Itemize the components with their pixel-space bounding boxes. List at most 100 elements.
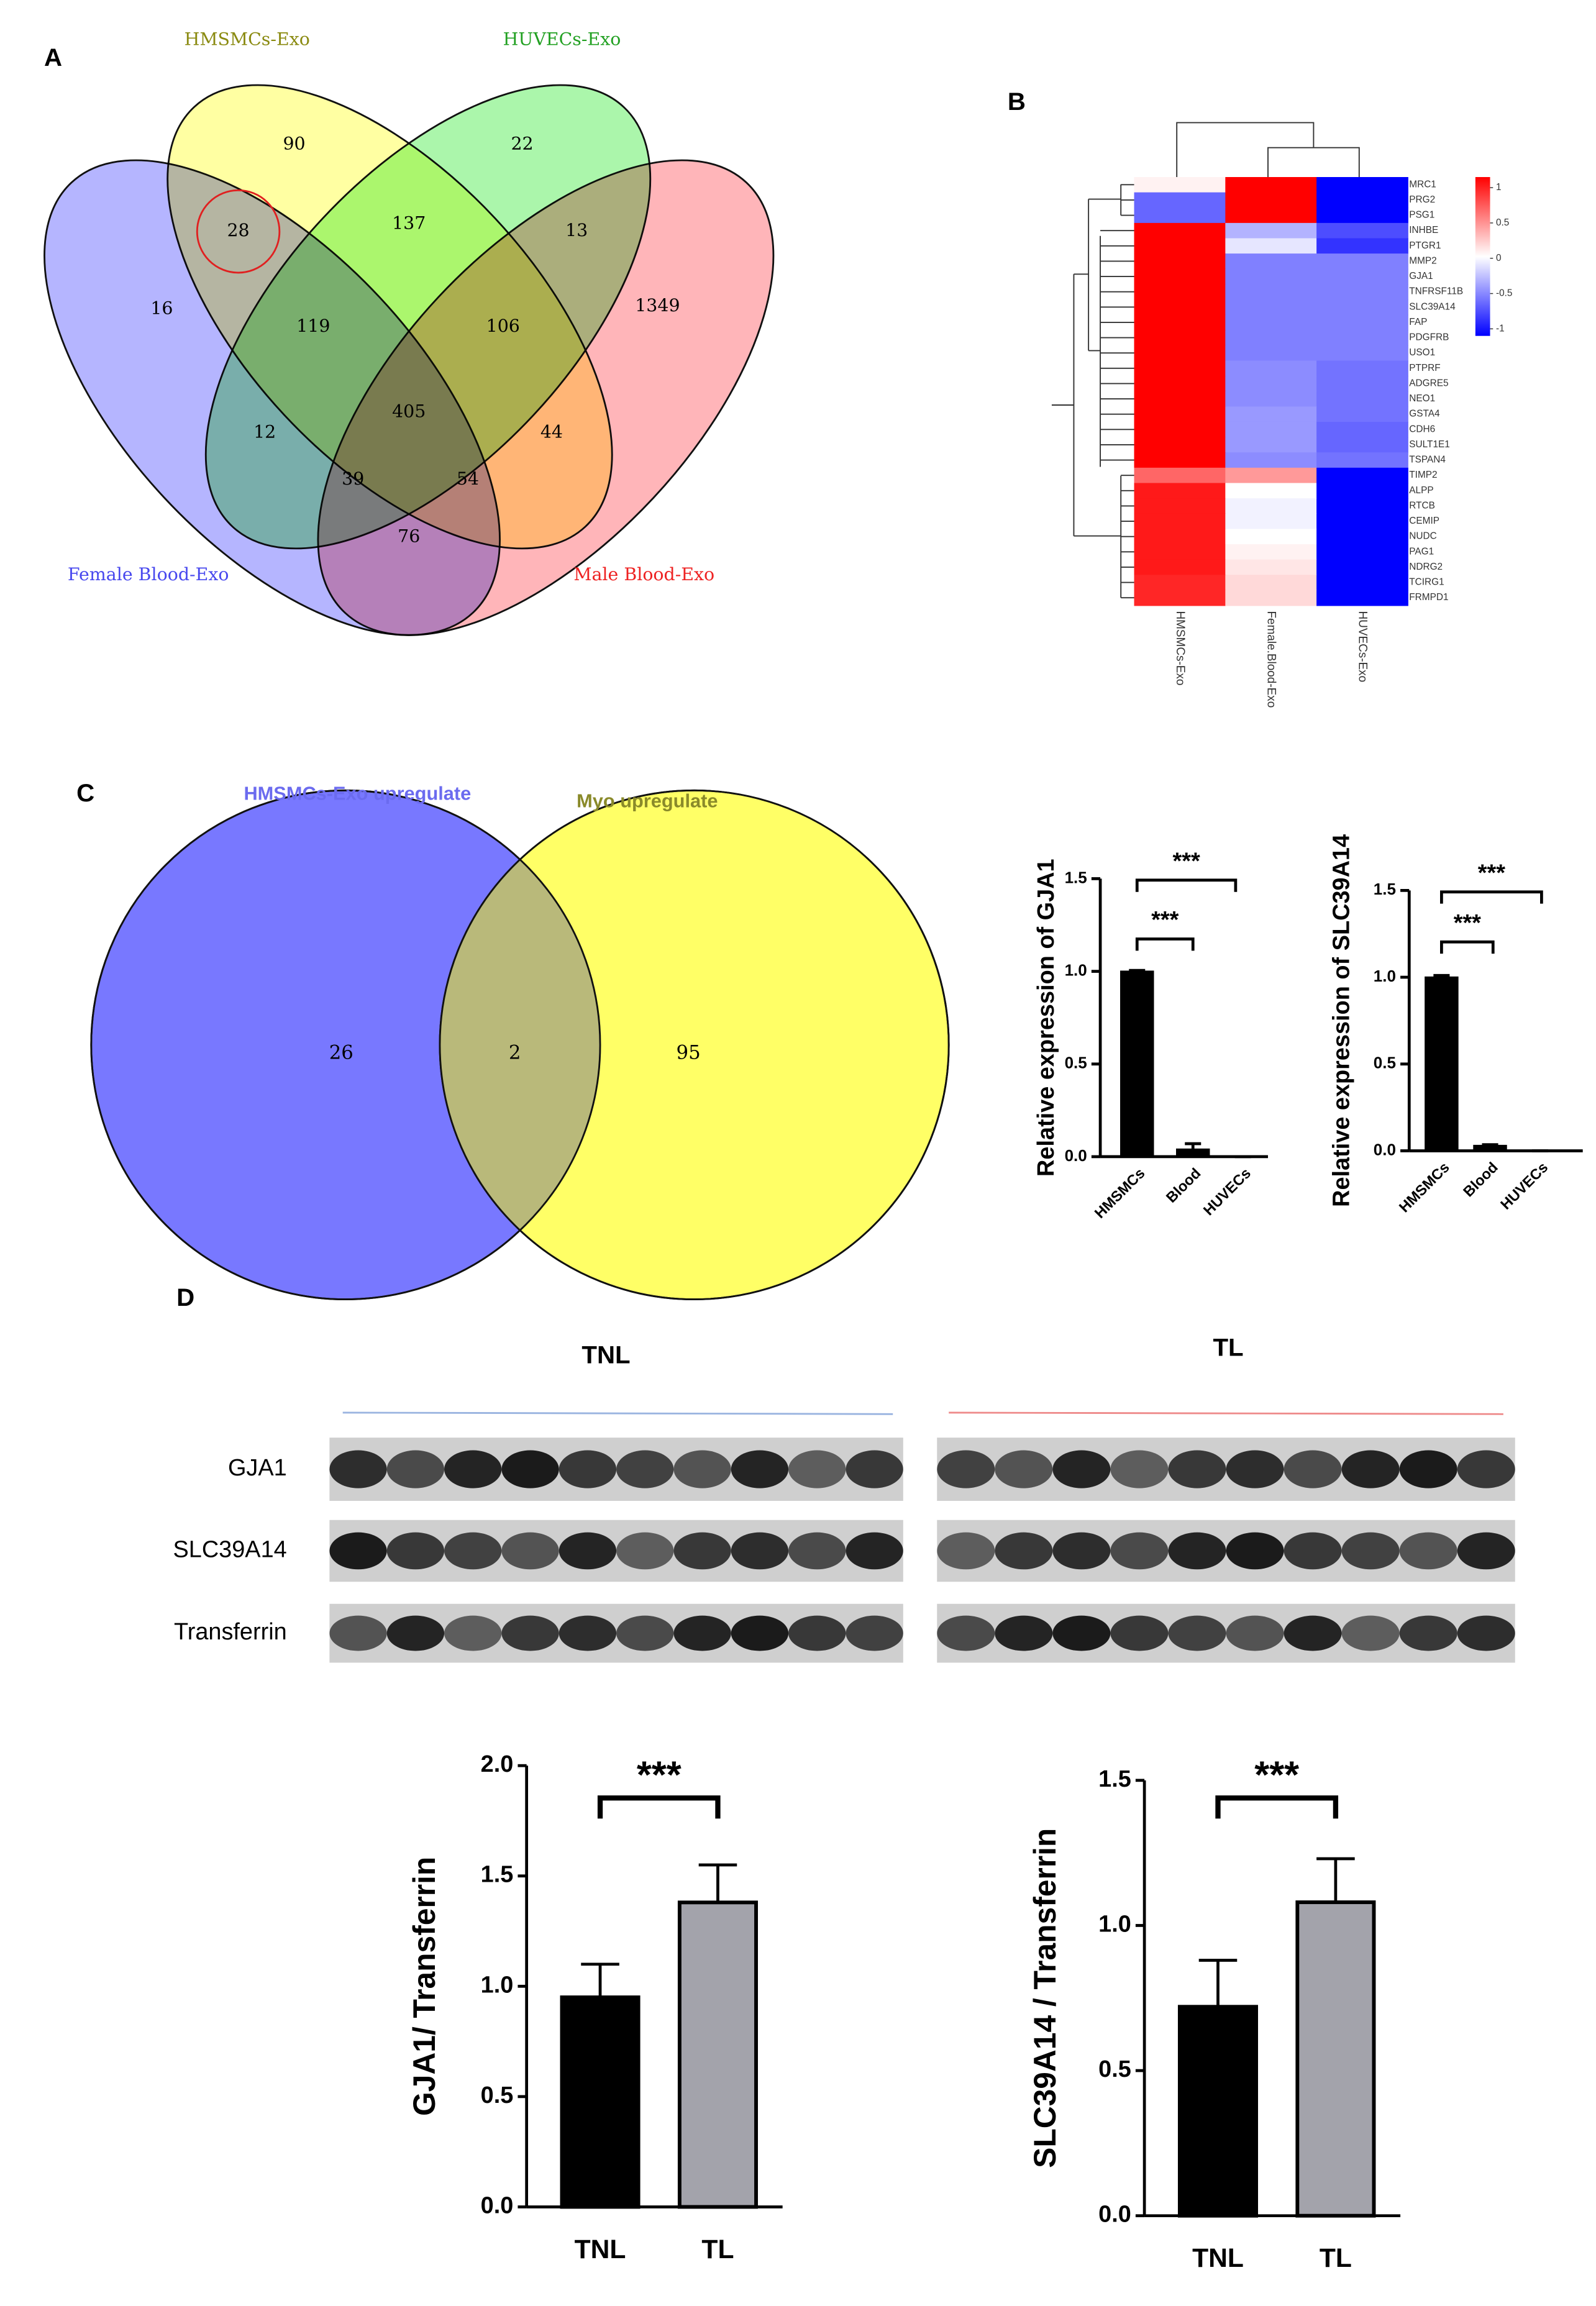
error-bar [581,1962,619,1998]
venn-set [204,84,652,550]
blot-band [937,1615,995,1651]
heatmap-cell [1225,222,1318,239]
heatmap-row-label: USO1 [1409,347,1435,358]
blot-band [995,1615,1053,1651]
x-tick-label: HMSMCs [1397,1159,1453,1216]
y-tick-label: 0.0 [1098,2202,1131,2228]
y-tick-label: 0.5 [481,2082,514,2108]
heatmap-cell [1316,513,1408,530]
heatmap-cell [1134,177,1226,193]
significance-bracket [1440,890,1543,904]
blot-band [559,1615,617,1651]
heatmap-cell [1316,544,1408,560]
blot-band [673,1532,731,1570]
venn-count: 54 [457,468,479,489]
heatmap-cell [1134,238,1226,255]
blot-band [937,1450,995,1488]
heatmap-row-label: GSTA4 [1409,409,1440,419]
blot-band [386,1615,445,1651]
heatmap-cell [1316,207,1408,224]
y-tick-label: 1.0 [1065,960,1087,979]
y-axis-label: SLC39A14 / Transferrin [1028,1828,1062,2168]
heatmap-cell [1225,360,1318,377]
heatmap-cell [1225,284,1318,300]
blot-band [444,1450,502,1488]
significance-bracket [1135,878,1238,892]
blot-band [1457,1615,1515,1651]
venn-count: 137 [392,212,426,233]
y-tick-label: 1.5 [1374,880,1396,898]
heatmap-cell [1316,483,1408,499]
bar-chart: 0.0 0.5 1.0 1.5 2.0 GJA1/ Transferrin TNL TL *** [407,1751,783,2264]
heatmap-cell [1316,238,1408,255]
significance-bracket [597,1795,721,1819]
heatmap-cell [1316,437,1408,453]
venn-count: 28 [227,220,249,240]
heatmap-cell [1316,529,1408,545]
heatmap-cell [1316,376,1408,392]
blot-band [788,1615,846,1651]
heatmap-cell [1134,483,1226,499]
heatmap-column-label: HMSMCs-Exo [1174,611,1187,685]
heatmap-cell [1316,330,1408,346]
blot-group-label: TNL [581,1341,630,1369]
bar-chart: 0.0 0.5 1.0 1.5 Relative expression of GJA1 H… [1033,848,1268,1222]
blot-band [329,1615,387,1651]
heatmap-cell [1225,406,1318,422]
group-underline [342,1411,893,1415]
blot-band [937,1532,995,1570]
significance-label: *** [1478,860,1505,886]
y-tick-label: 0.0 [481,2192,514,2218]
blot-row-label: Transferrin [174,1619,287,1645]
blot-band [788,1450,846,1488]
significance-bracket [1215,1795,1339,1819]
heatmap-cell [1225,575,1318,591]
y-tick-label: 0.0 [1065,1146,1087,1165]
heatmap-cell [1316,421,1408,438]
heatmap-cell [1316,360,1408,377]
heatmap-cell [1225,238,1318,255]
blot-band [1457,1532,1515,1570]
heatmap-cell [1225,498,1318,514]
blot-band [444,1532,502,1570]
heatmap-cell [1134,544,1226,560]
blot-band [1110,1532,1169,1570]
venn-count: 119 [296,316,330,336]
heatmap-cell [1316,268,1408,285]
blot-band [386,1532,445,1570]
heatmap-cell [1316,253,1408,270]
heatmap-cell [1134,345,1226,362]
venn-count: 95 [677,1042,701,1064]
colorbar-tick-label: -1 [1496,323,1505,334]
heatmap-row-label: SLC39A14 [1409,301,1456,312]
heatmap-row-label: CDH6 [1409,424,1435,434]
blot-band [846,1532,903,1570]
blot-band [1341,1450,1400,1488]
bar [677,1900,758,2209]
heatmap-cell [1134,590,1226,606]
heatmap-row-label: NDRG2 [1409,562,1443,572]
x-tick-label: HMSMCs [1092,1165,1149,1222]
blot-band [559,1450,617,1488]
blot-band [1168,1532,1226,1570]
heatmap-row-label: PAG1 [1409,546,1434,557]
venn-set-label: HMSMCs-Exo upregulate [244,783,471,804]
colorbar-tick-label: 0 [1496,253,1502,263]
y-tick-label: 0.5 [1098,2056,1131,2082]
heatmap-cell [1225,299,1318,316]
heatmap-cell [1225,253,1318,270]
blot-band [329,1450,387,1488]
x-tick-label: HUVECs [1498,1159,1551,1213]
highlight-circle [196,189,281,274]
blot-band [1284,1615,1342,1651]
y-tick-label: 1.5 [481,1862,514,1888]
heatmap-cell [1134,360,1226,377]
blot-band [673,1615,731,1651]
heatmap-cell [1225,314,1318,331]
blot-band [1341,1532,1400,1570]
heatmap-column-label: HUVECs-Exo [1356,611,1369,682]
heatmap-cell [1316,192,1408,209]
significance-label: *** [1151,907,1179,933]
blot-band [1226,1615,1284,1651]
